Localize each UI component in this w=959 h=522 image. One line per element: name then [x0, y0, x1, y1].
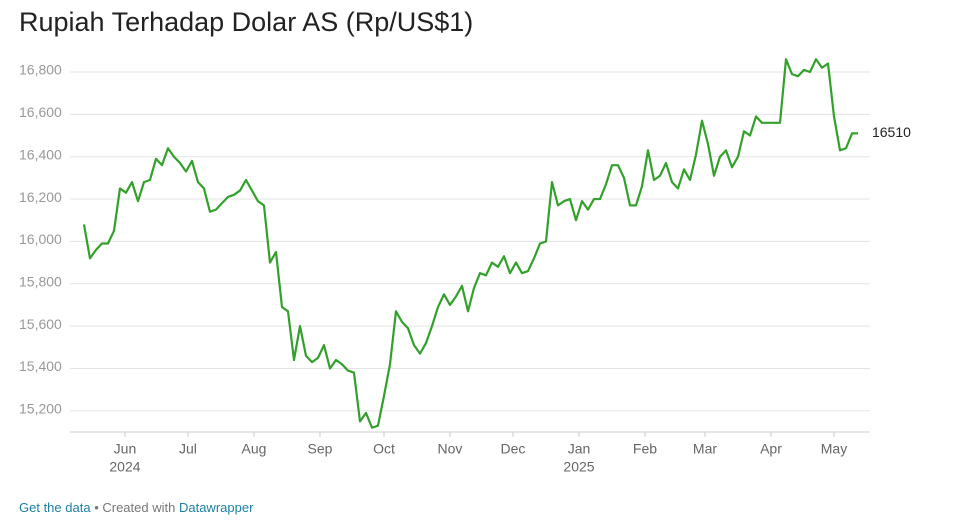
y-tick-label: 16,000	[19, 231, 62, 247]
chart-title: Rupiah Terhadap Dolar AS (Rp/US$1)	[19, 7, 473, 37]
y-tick-label: 15,200	[19, 401, 62, 417]
y-tick-label: 16,400	[19, 146, 62, 162]
x-tick-label: Nov	[438, 441, 463, 457]
x-tick-label: Sep	[308, 441, 333, 457]
y-tick-label: 15,800	[19, 273, 62, 289]
x-tick-label: Jan	[568, 441, 591, 457]
x-tick-label: Jun	[114, 441, 137, 457]
x-tick-label: Oct	[373, 441, 395, 457]
x-tick-label: Apr	[760, 441, 782, 457]
x-tick-label: Jul	[179, 441, 197, 457]
y-tick-label: 15,600	[19, 316, 62, 332]
get-data-link[interactable]: Get the data	[19, 500, 91, 515]
y-tick-label: 16,600	[19, 104, 62, 120]
credit-link[interactable]: Datawrapper	[179, 500, 254, 515]
footer-text: • Created with	[94, 500, 175, 515]
x-tick-label: Feb	[633, 441, 657, 457]
y-tick-label: 15,400	[19, 358, 62, 374]
x-tick-label: Aug	[242, 441, 267, 457]
x-tick-label: May	[821, 441, 847, 457]
x-tick-sublabel: 2025	[563, 459, 594, 475]
x-tick-label: Dec	[501, 441, 526, 457]
y-tick-label: 16,200	[19, 189, 62, 205]
x-tick-sublabel: 2024	[109, 459, 140, 475]
footer: Get the data • Created with Datawrapper	[19, 500, 254, 515]
y-tick-label: 16,800	[19, 62, 62, 78]
data-line	[82, 58, 858, 429]
x-tick-label: Mar	[693, 441, 717, 457]
end-value-label: 16510	[872, 124, 911, 140]
